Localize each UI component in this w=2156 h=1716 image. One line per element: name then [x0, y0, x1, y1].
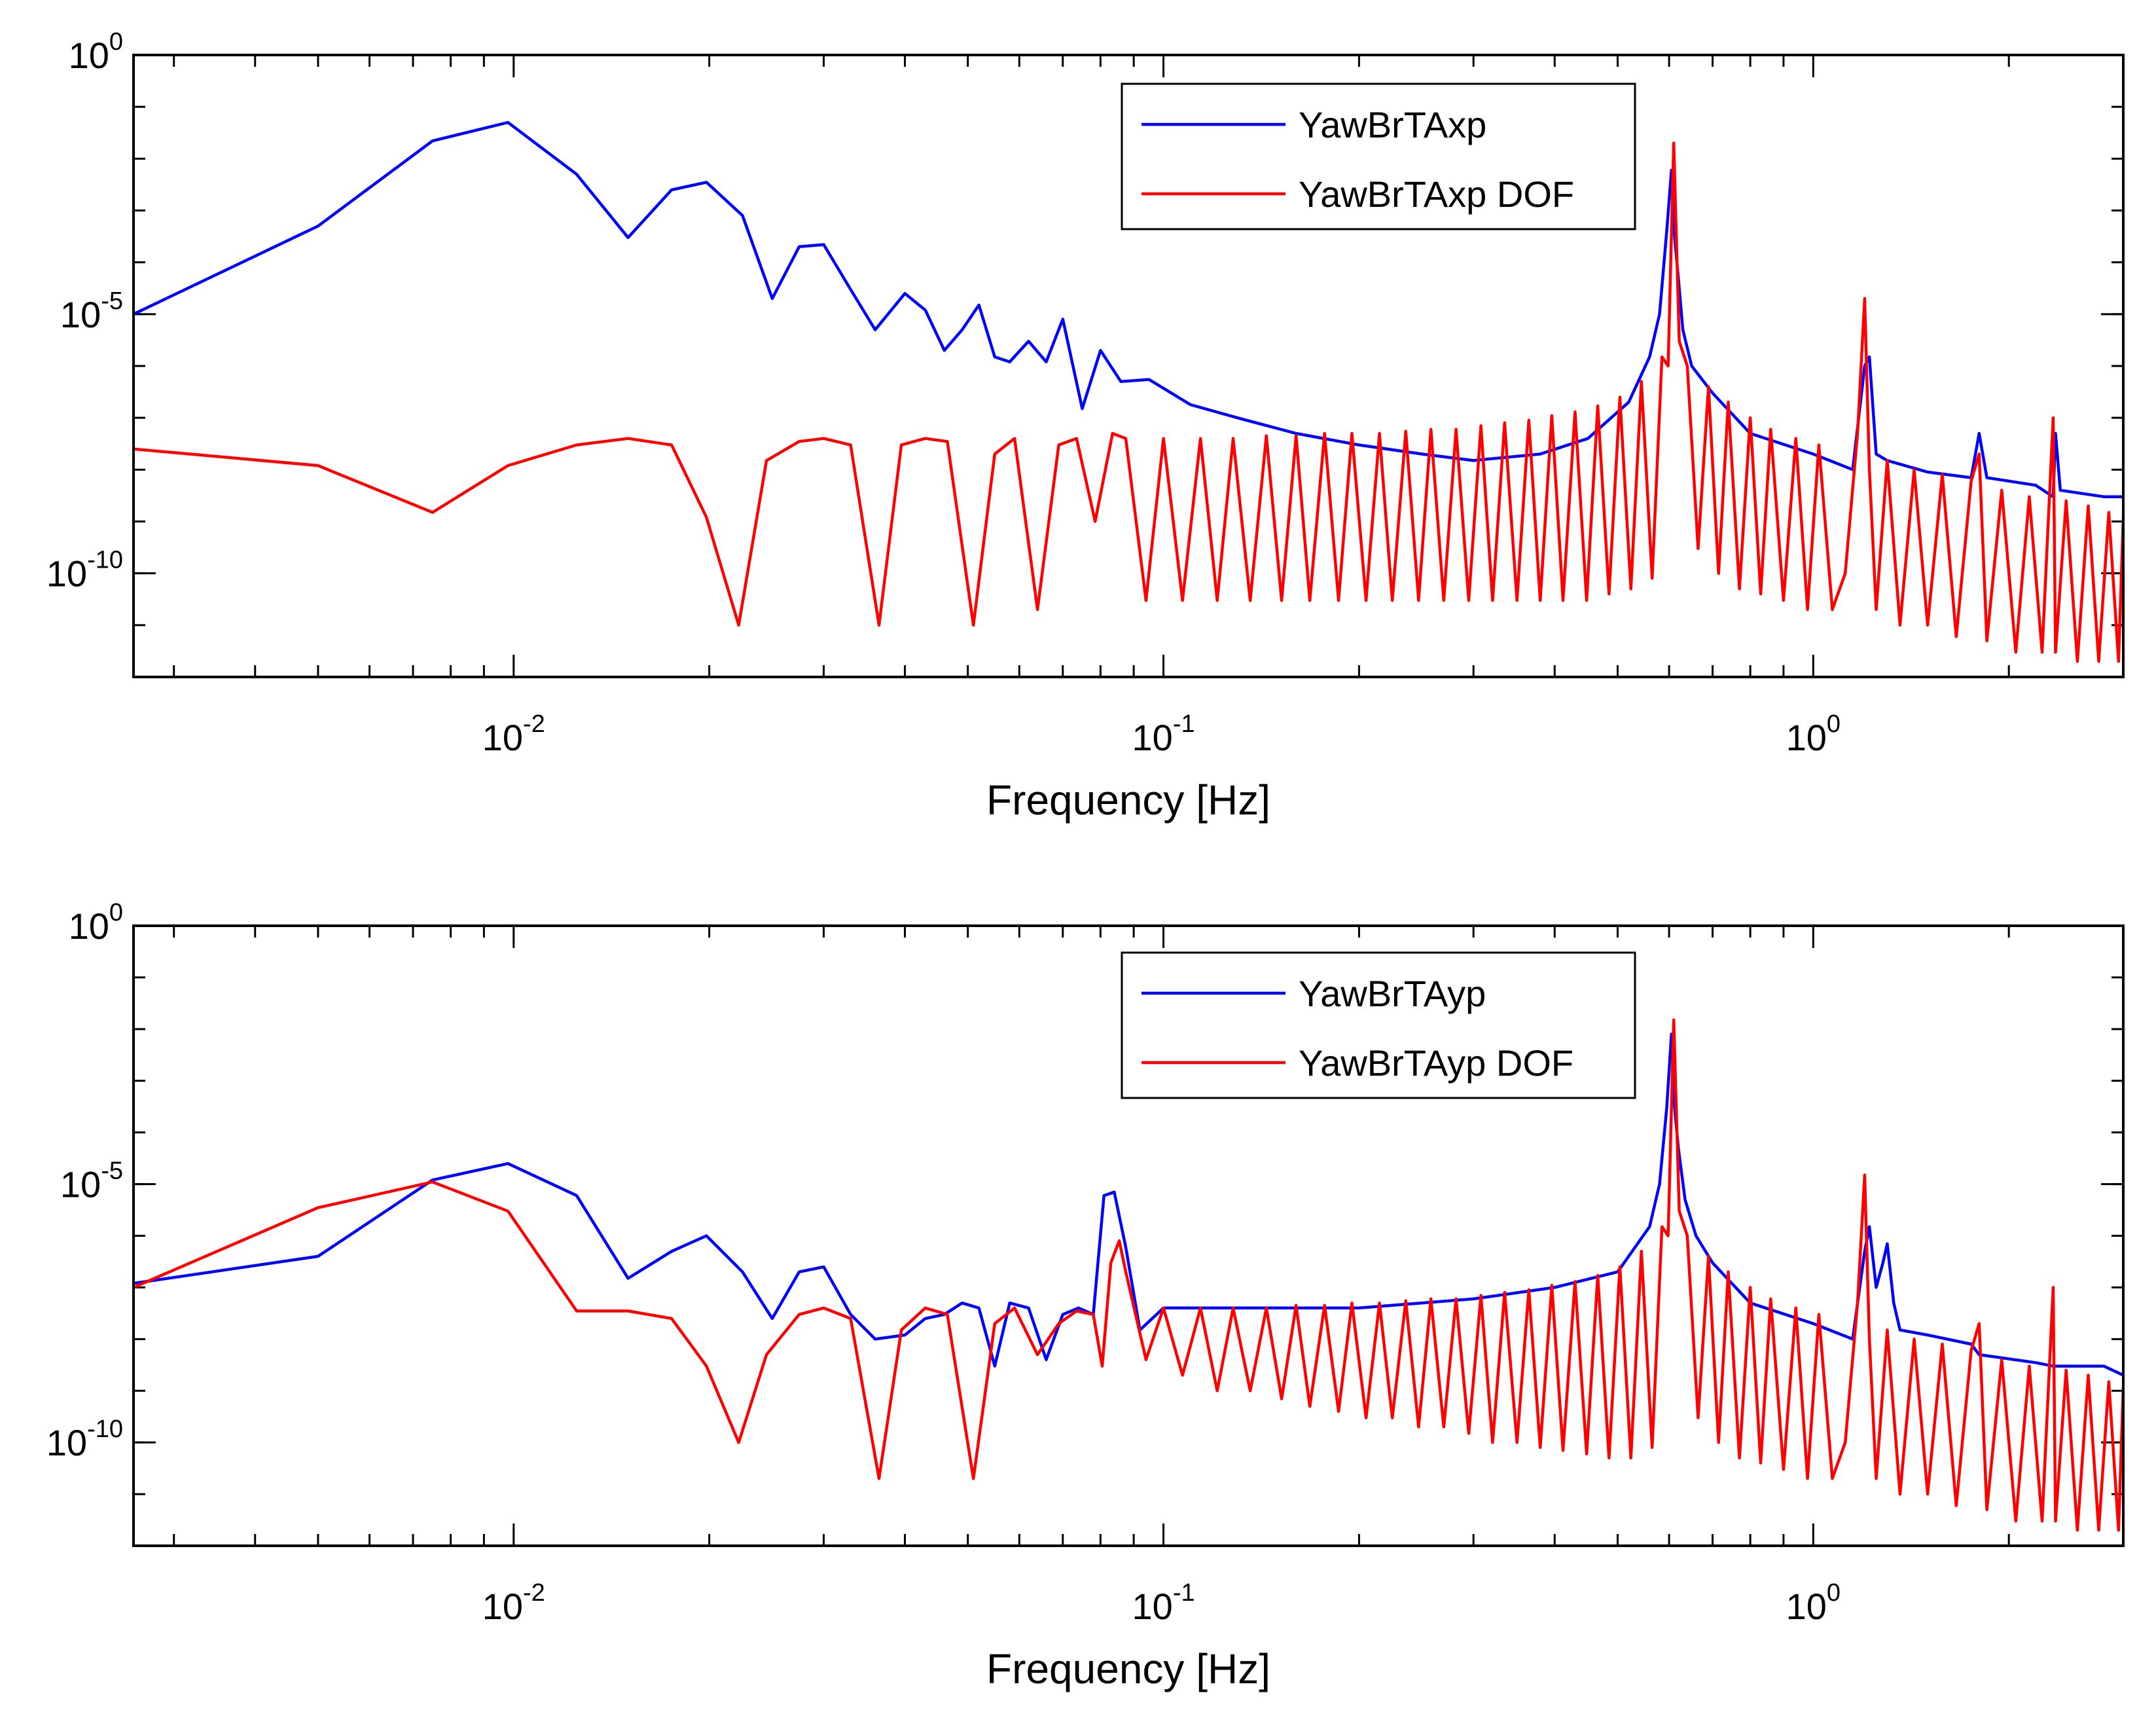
x-minor-ticks: [134, 924, 2123, 1547]
legend-label: YawBrTAyp: [1299, 973, 1486, 1014]
series-line-yawbrtaxp: [134, 120, 2123, 498]
x-axis-label: Frequency [Hz]: [986, 1645, 1270, 1692]
legend: YawBrTAyp YawBrTAyp DOF: [1121, 951, 1636, 1099]
series-line-yawbrtaxp-dof: [134, 141, 2123, 663]
x-axis-label: Frequency [Hz]: [986, 776, 1270, 824]
legend-box: [1121, 951, 1636, 1099]
x-tick-label: 100: [1786, 710, 1841, 758]
plot-frame: [132, 924, 2125, 1547]
legend-label: YawBrTAxp DOF: [1299, 173, 1574, 215]
y-tick-label: 10-5: [60, 1158, 123, 1205]
series-group: [134, 1018, 2123, 1532]
x-tick-label: 10-1: [1132, 1579, 1195, 1627]
x-tick-label: 100: [1786, 1579, 1841, 1627]
chart-panel-2: 10-2 10-1 100 100 10-5 10-10 Frequency [Hz] Yaw…: [46, 899, 2125, 1692]
series-line-yawbrtayp: [134, 1032, 2123, 1377]
y-tick-label: 100: [69, 28, 123, 76]
y-tick-label: 100: [69, 899, 123, 947]
legend: YawBrTAxp YawBrTAxp DOF: [1121, 82, 1636, 230]
legend-label: YawBrTAyp DOF: [1299, 1042, 1573, 1084]
series-line-yawbrtayp-dof: [134, 1018, 2123, 1532]
x-tick-label: 10-2: [482, 710, 545, 758]
x-minor-ticks: [134, 54, 2123, 678]
plot-frame: [132, 54, 2125, 678]
y-tick-label: 10-5: [60, 287, 123, 335]
x-tick-label: 10-2: [482, 1579, 545, 1627]
legend-label: YawBrTAxp: [1299, 104, 1486, 145]
y-tick-label: 10-10: [46, 1415, 123, 1463]
series-group: [134, 120, 2123, 663]
chart-panel-1: 10-2 10-1 100 100 10-5 10-10 Frequency [Hz] Yaw…: [46, 28, 2125, 824]
legend-box: [1121, 82, 1636, 230]
y-tick-label: 10-10: [46, 547, 123, 594]
x-tick-label: 10-1: [1132, 710, 1195, 758]
